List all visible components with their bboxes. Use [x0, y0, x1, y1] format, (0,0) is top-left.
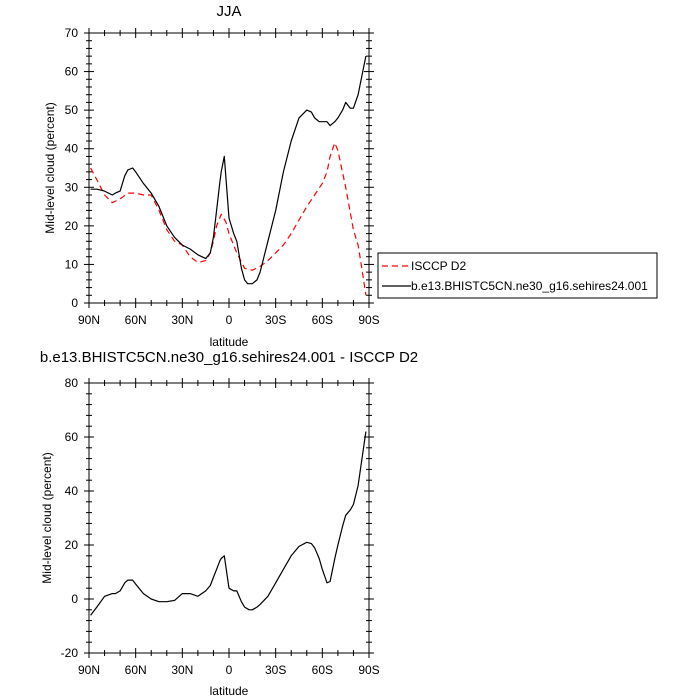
y-tick-label: 0 — [71, 296, 78, 310]
tick-group: 90N 60N 30N 0 30S 60S 90S 0 10 20 30 40 50 60 70 — [65, 26, 380, 327]
chart-title: b.e13.BHISTC5CN.ne30_g16.sehires24.001 -… — [40, 349, 418, 366]
x-tick-label: 0 — [226, 663, 233, 677]
x-tick-label: 60N — [125, 313, 147, 327]
difference-chart: b.e13.BHISTC5CN.ne30_g16.sehires24.001 -… — [40, 349, 418, 698]
legend-label-model: b.e13.BHISTC5CN.ne30_g16.sehires24.001 — [411, 279, 648, 293]
y-tick-label: 80 — [65, 376, 79, 390]
x-tick-label: 90N — [78, 663, 100, 677]
legend: ISCCP D2 b.e13.BHISTC5CN.ne30_g16.sehire… — [377, 252, 658, 299]
y-tick-label: 20 — [65, 538, 79, 552]
series-group — [90, 431, 367, 616]
zonal-mean-chart: JJA 90N 60N 30N 0 30S 60S 90S 0 10 20 30 40 50 60 70 l… — [43, 3, 658, 349]
y-axis-title: Mid-level cloud (percent) — [43, 102, 57, 233]
y-tick-label: 60 — [65, 65, 79, 79]
y-tick-label: 60 — [65, 430, 79, 444]
series-line-0 — [90, 142, 367, 296]
x-tick-label: 30S — [265, 313, 286, 327]
x-tick-label: 30N — [171, 313, 193, 327]
legend-label-isccp: ISCCP D2 — [411, 259, 466, 273]
x-tick-label: 60N — [125, 663, 147, 677]
y-tick-label: 20 — [65, 219, 79, 233]
series-line-0 — [90, 431, 367, 616]
y-tick-label: 30 — [65, 180, 79, 194]
x-tick-label: 30S — [265, 663, 286, 677]
x-tick-label: 30N — [171, 663, 193, 677]
y-tick-label: -20 — [61, 646, 79, 660]
x-tick-label: 90N — [78, 313, 100, 327]
x-tick-label: 60S — [312, 313, 333, 327]
x-tick-label: 90S — [358, 663, 379, 677]
legend-box — [377, 252, 658, 299]
x-tick-label: 0 — [226, 313, 233, 327]
tick-group: 90N 60N 30N 0 30S 60S 90S -20 0 20 40 60 80 — [61, 376, 380, 677]
y-tick-label: 70 — [65, 26, 79, 40]
chart-title: JJA — [216, 3, 241, 20]
x-axis-title: latitude — [210, 684, 249, 698]
x-tick-label: 60S — [312, 663, 333, 677]
y-tick-label: 40 — [65, 484, 79, 498]
plot-frame — [88, 382, 370, 654]
y-tick-label: 40 — [65, 142, 79, 156]
y-axis-title: Mid-level cloud (percent) — [40, 452, 54, 583]
series-line-1 — [90, 55, 367, 285]
x-axis-title: latitude — [210, 335, 249, 349]
y-tick-label: 0 — [71, 592, 78, 606]
y-tick-label: 50 — [65, 103, 79, 117]
x-tick-label: 90S — [358, 313, 379, 327]
series-group — [90, 55, 367, 296]
y-tick-label: 10 — [65, 257, 79, 271]
